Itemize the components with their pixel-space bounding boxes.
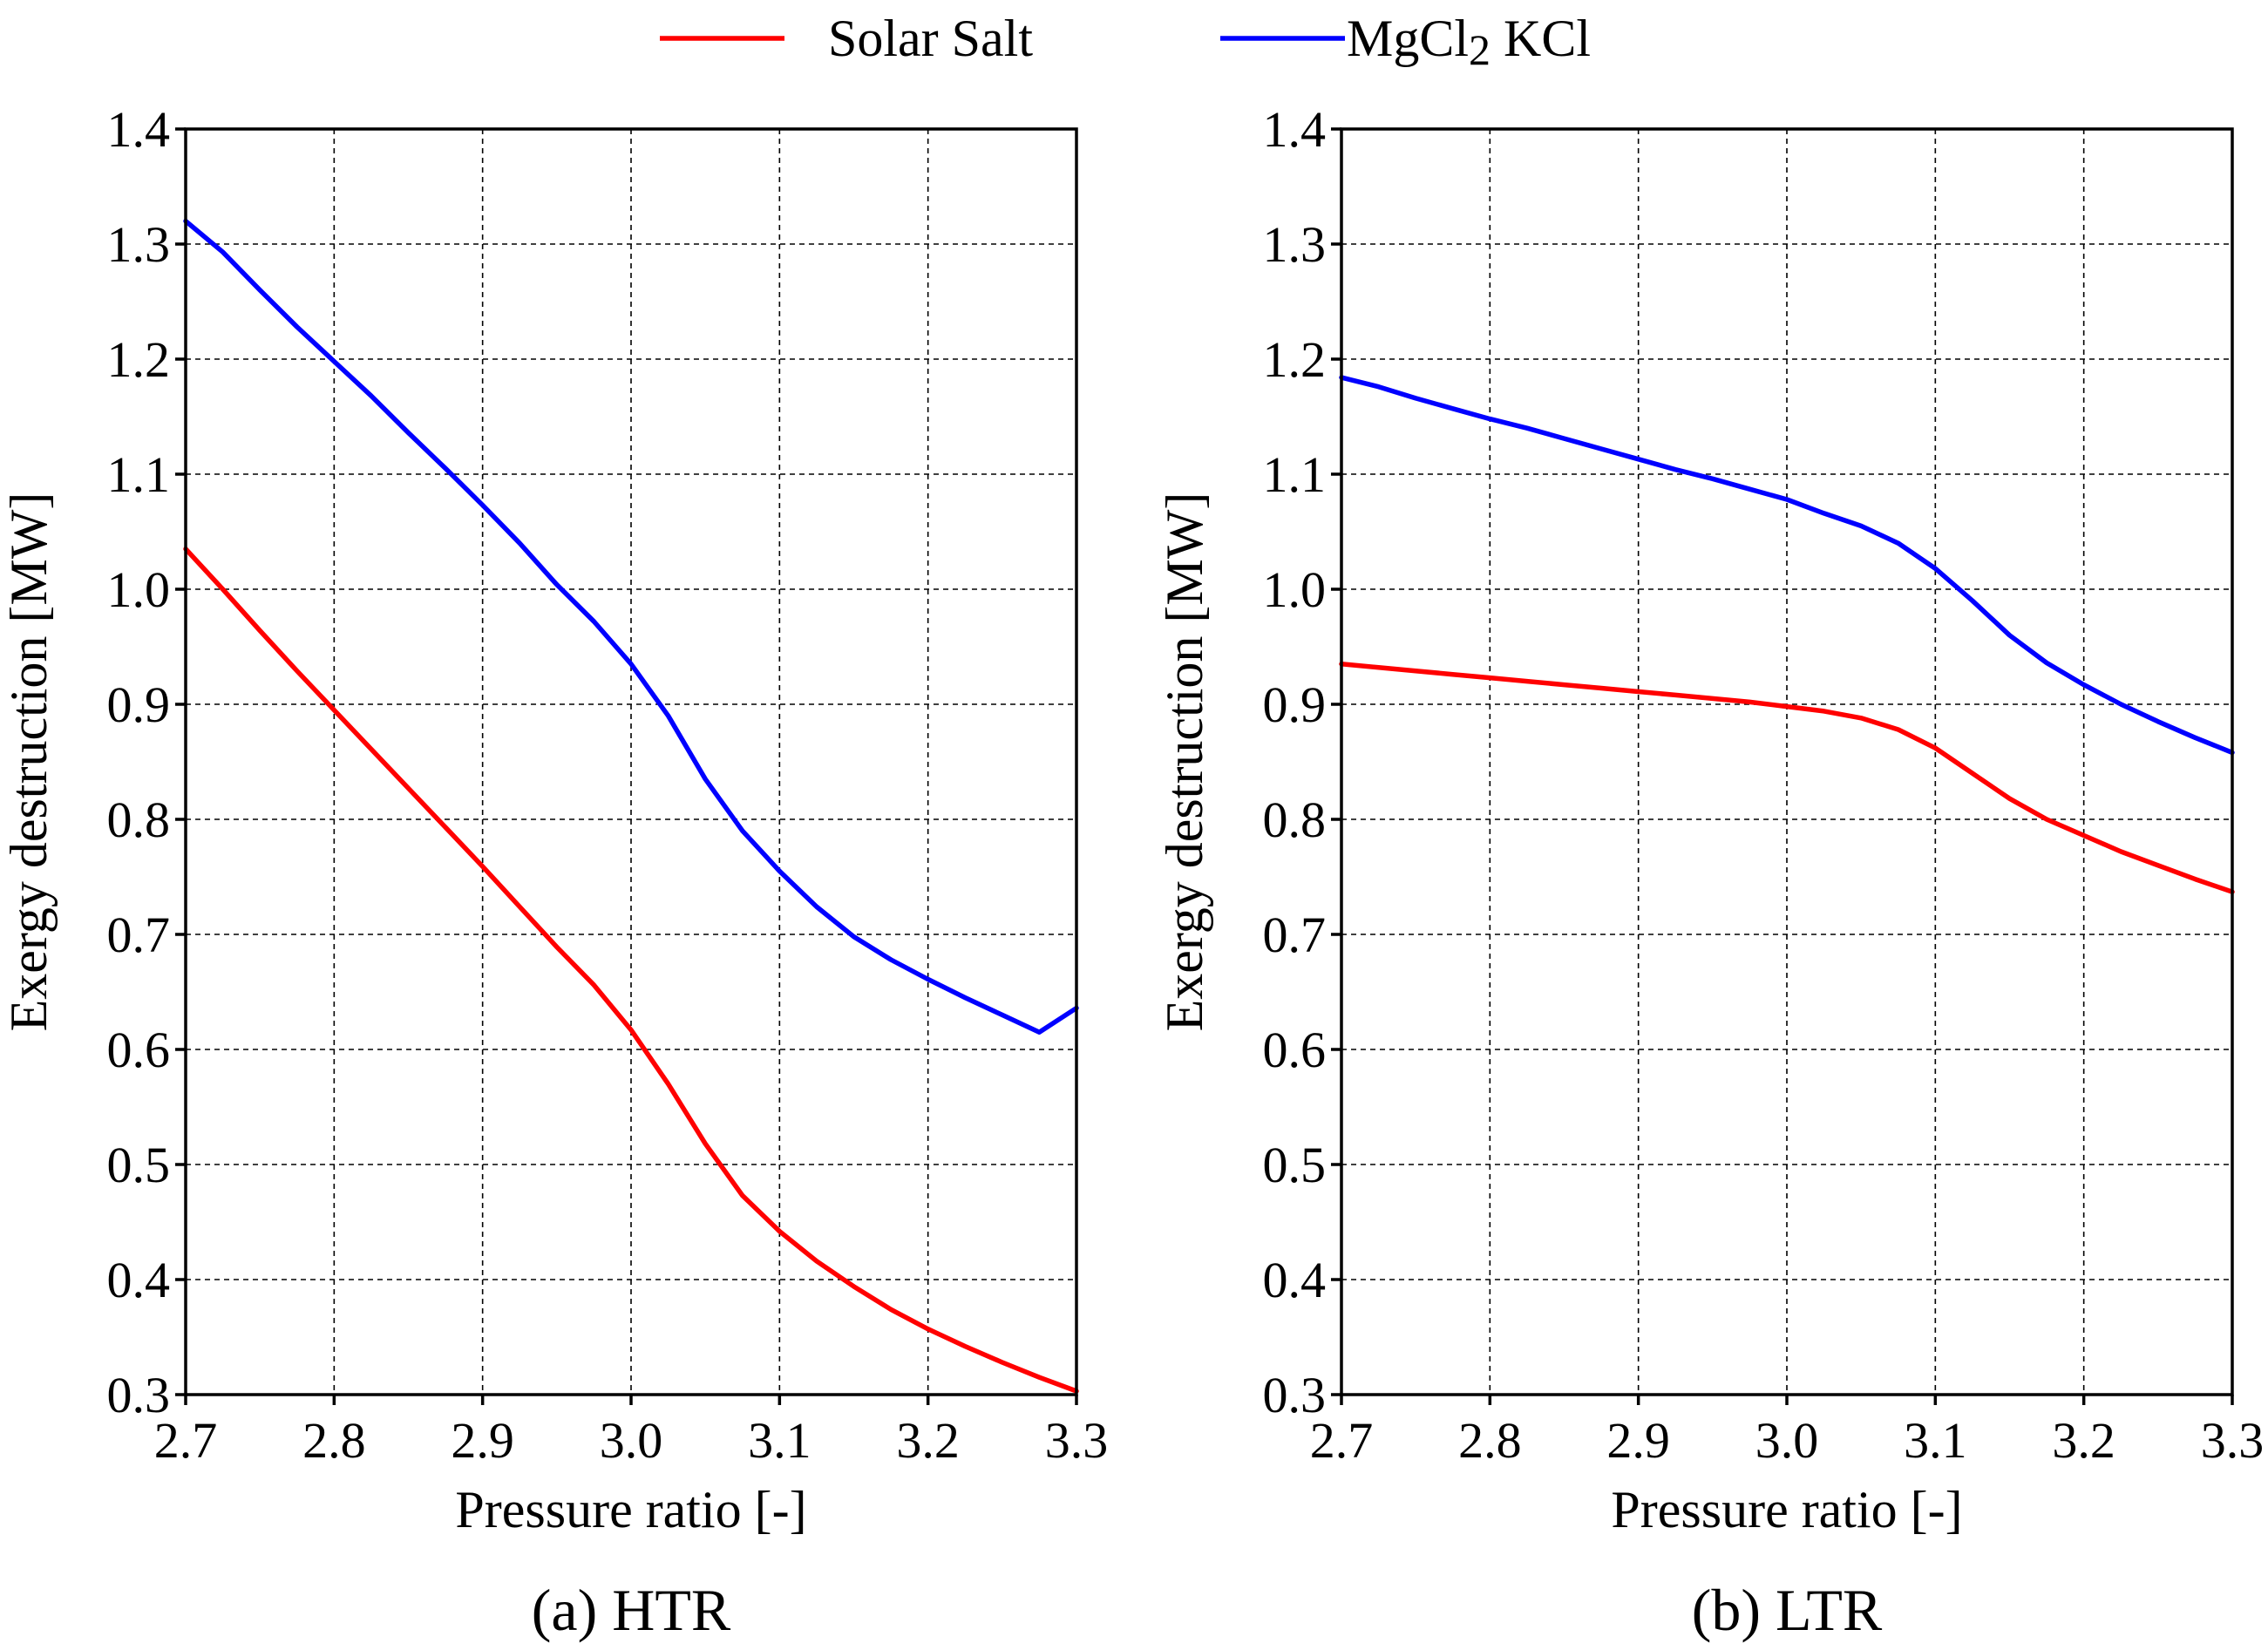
panel-b-x-axis-label: Pressure ratio [-]	[1611, 1481, 1962, 1538]
panel-a-ytick-label-0.3: 0.3	[107, 1367, 171, 1423]
panel-a-xtick-label-3.1: 3.1	[748, 1412, 811, 1469]
panel-a-series-solar-salt-line	[183, 547, 1079, 1394]
panel-a-ytick-label-1.4: 1.4	[107, 101, 171, 158]
panel-a-gridlines	[185, 128, 1077, 1395]
panel-b-xtick-label-3.3: 3.3	[2201, 1412, 2265, 1469]
panel-b-ytick-label-1.1: 1.1	[1263, 446, 1327, 503]
panel-b-xtick-label-2.8: 2.8	[1458, 1412, 1522, 1469]
panel-a-ytick-label-0.4: 0.4	[107, 1252, 171, 1308]
panel-a-x-axis-label: Pressure ratio [-]	[455, 1481, 806, 1538]
panel-b-ytick-label-1.0: 1.0	[1263, 561, 1327, 618]
legend-label-mgcl2-kcl: MgCl2 KCl	[1347, 10, 1591, 74]
panel-b-ltr: 2.7 2.8 2.9 3.0 3.1 3.2 3.3 0.3 0.4 0.5 0.6 0.7 0.8 0…	[1156, 101, 2264, 1643]
panel-a-ytick-label-0.6: 0.6	[107, 1022, 171, 1078]
panel-b-xtick-label-3.2: 3.2	[2052, 1412, 2115, 1469]
panel-a-plot-frame	[184, 127, 1078, 1396]
panel-a-xtick-label-3.0: 3.0	[600, 1412, 663, 1469]
panel-b-ytick-label-0.8: 0.8	[1263, 791, 1327, 848]
panel-b-ytick-label-0.6: 0.6	[1263, 1022, 1327, 1078]
panel-b-plot-frame	[1340, 127, 2234, 1396]
panel-a-caption: (a) HTR	[532, 1577, 731, 1643]
panel-a-ytick-label-0.5: 0.5	[107, 1137, 171, 1193]
panel-a-y-axis-label: Exergy destruction [MW]	[0, 492, 58, 1032]
panel-b-ytick-label-0.7: 0.7	[1263, 906, 1327, 963]
panel-b-ticks: 2.7 2.8 2.9 3.0 3.1 3.2 3.3 0.3 0.4 0.5 0.6 0.7 0.8 0…	[1263, 101, 2265, 1469]
panel-a-xtick-label-2.9: 2.9	[451, 1412, 514, 1469]
panel-a-xtick-label-3.2: 3.2	[896, 1412, 960, 1469]
panel-b-xtick-label-3.1: 3.1	[1904, 1412, 1967, 1469]
panel-a-htr: 2.7 2.8 2.9 3.0 3.1 3.2 3.3 0.3 0.4 0.5 0.6 0.7 0.8 0…	[0, 101, 1108, 1643]
panel-b-ytick-label-0.5: 0.5	[1263, 1137, 1327, 1193]
panel-b-y-axis-label: Exergy destruction [MW]	[1156, 492, 1213, 1032]
panel-a-series-mgcl2-kcl-line	[183, 218, 1079, 1035]
panel-b-ytick-label-1.3: 1.3	[1263, 216, 1327, 273]
panel-a-ytick-label-0.9: 0.9	[107, 676, 171, 733]
panel-a-xtick-label-2.7: 2.7	[154, 1412, 218, 1469]
panel-a-ytick-label-1.2: 1.2	[107, 331, 171, 388]
panel-b-ytick-label-0.3: 0.3	[1263, 1367, 1327, 1423]
panel-a-ytick-label-0.8: 0.8	[107, 791, 171, 848]
panel-a-ytick-label-1.0: 1.0	[107, 561, 171, 618]
panel-a-series	[183, 218, 1079, 1394]
panel-b-series-mgcl2-kcl-line	[1339, 375, 2235, 756]
panel-b-ytick-label-1.4: 1.4	[1263, 101, 1327, 158]
panel-b-gridlines	[1341, 128, 2233, 1395]
legend: Solar Salt MgCl2 KCl	[660, 10, 1591, 74]
panel-a-xtick-label-3.3: 3.3	[1045, 1412, 1109, 1469]
panel-a-ytick-label-0.7: 0.7	[107, 906, 171, 963]
panel-a-ytick-label-1.3: 1.3	[107, 216, 171, 273]
panel-a-xtick-label-2.8: 2.8	[302, 1412, 366, 1469]
panel-b-ytick-label-0.9: 0.9	[1263, 676, 1327, 733]
legend-label-solar-salt: Solar Salt	[828, 10, 1033, 67]
panel-a-ytick-label-1.1: 1.1	[107, 446, 171, 503]
panel-a-ticks: 2.7 2.8 2.9 3.0 3.1 3.2 3.3 0.3 0.4 0.5 0.6 0.7 0.8 0…	[107, 101, 1109, 1469]
panel-b-xtick-label-2.9: 2.9	[1606, 1412, 1670, 1469]
panel-b-ytick-label-0.4: 0.4	[1263, 1252, 1327, 1308]
panel-b-series	[1339, 375, 2235, 894]
panel-b-xtick-label-3.0: 3.0	[1755, 1412, 1819, 1469]
panel-b-series-solar-salt-line	[1339, 662, 2235, 894]
panel-b-ytick-label-1.2: 1.2	[1263, 331, 1327, 388]
panel-b-caption: (b) LTR	[1692, 1577, 1883, 1643]
panel-b-xtick-label-2.7: 2.7	[1310, 1412, 1374, 1469]
